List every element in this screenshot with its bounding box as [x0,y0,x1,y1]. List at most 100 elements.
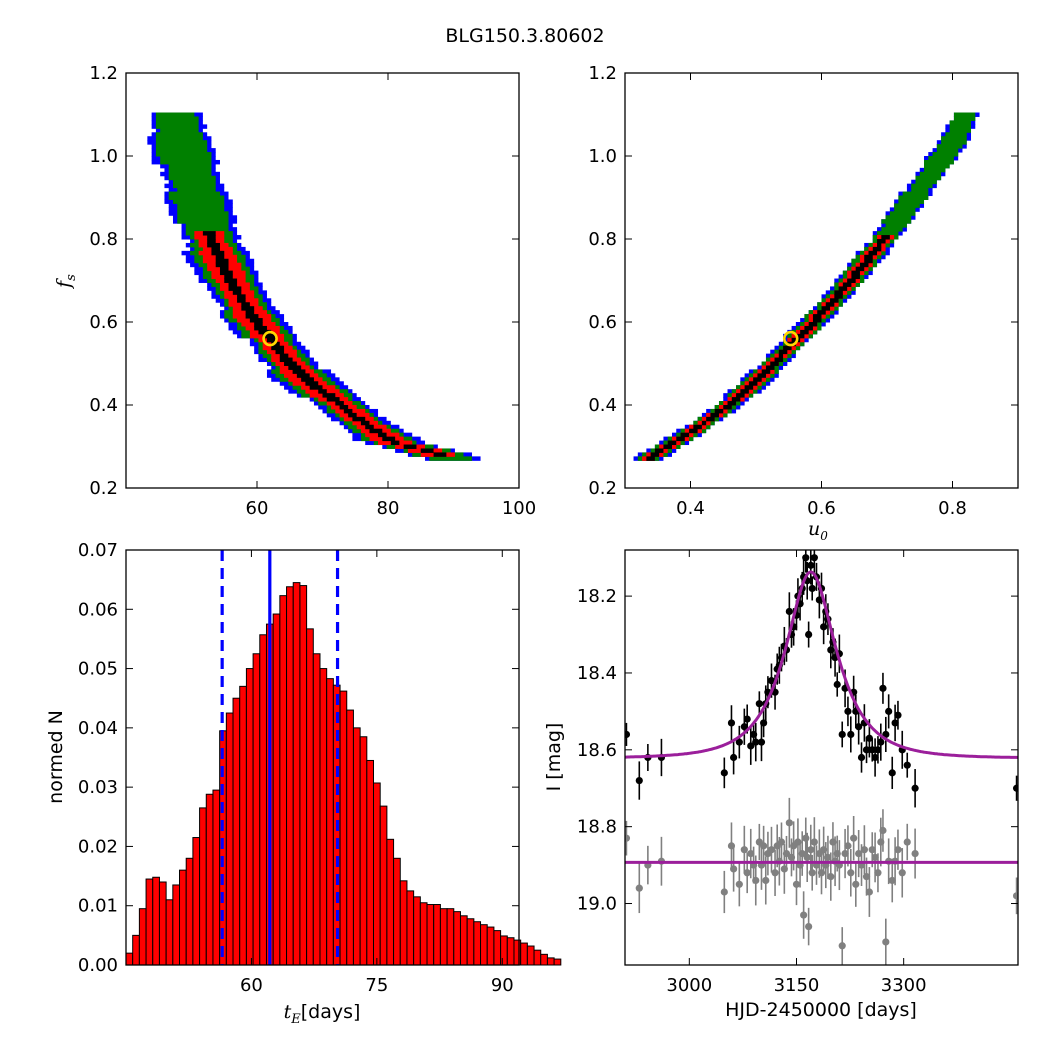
heatmap-cell-middle [168,195,225,200]
histogram-bar [299,585,308,966]
heatmap-cell-middle [881,219,912,224]
histogram-bar [500,935,508,966]
histogram-bar [286,586,294,966]
histogram-bar [386,838,395,966]
lightcurve-xtick-label: 3300 [881,975,927,996]
heatmap-cell-core [228,282,238,287]
heatmap-cell-core [258,329,272,335]
data-point [720,769,728,777]
residual-point [625,834,631,842]
heatmap-cell-core [215,254,225,260]
heatmap-cell-core [847,278,856,283]
histogram-bar [272,613,281,966]
data-point [847,730,855,739]
figure-title: BLG150.3.80602 [445,25,604,47]
lightcurve-ytick-label: 18.4 [577,663,617,684]
residual-point [850,834,858,842]
u0-fs-ytick-label: 0.4 [588,395,617,416]
heatmap-cell-middle [941,136,967,141]
heatmap-cell-core [761,369,771,374]
u0-fs-ticks: 0.4 0.6 0.8 0.2 0.4 0.6 0.8 1.0 1.2 [588,63,1018,519]
heatmap-cell-middle [177,215,229,220]
heatmap-cell-middle [881,227,903,232]
histogram-bar [493,930,502,966]
data-point [855,723,863,731]
heatmap-cell-core [821,306,831,311]
heatmap-cell-core [339,405,349,410]
te-fs-ytick-label: 0.6 [89,312,118,333]
residual-point [810,838,818,846]
residual-point [852,880,860,888]
heatmap-cell-core [266,337,276,343]
heatmap-cell-core [727,401,737,406]
residual-point [805,922,813,931]
histogram-bar [352,727,361,966]
data-point [807,561,815,569]
histogram-bar [279,595,288,966]
heatmap-cell-core [433,452,447,457]
heatmap-cell-core [693,424,702,430]
heatmap-cell-core [309,385,323,390]
residual-point [844,842,852,850]
te-fs-panel: 60 80 100 0.2 0.4 0.6 0.8 1.0 1.2 fs [53,63,536,519]
u0-fs-xtick-label: 0.8 [938,498,967,519]
heatmap-cell-middle [898,199,925,204]
heatmap-cell-middle [941,140,967,145]
heatmap-cell-core [723,405,732,410]
heatmap-cell-middle [953,116,976,121]
lightcurve-ylabel: I [mag] [543,723,565,792]
u0-fs-ytick-label: 0.8 [588,229,617,250]
heatmap-cell-core [288,365,302,370]
heatmap-cell-middle [155,136,203,141]
te-histogram-xtick-label: 75 [365,975,388,996]
heatmap-cell-core [228,286,242,291]
data-point [785,607,793,616]
heatmap-cell-middle [155,144,208,149]
data-point [747,742,755,750]
histogram-bar [473,921,482,966]
data-point [727,719,736,727]
te-histogram-ytick-label: 0.05 [78,659,118,680]
heatmap-cell-middle [168,175,216,181]
residual-point [862,873,871,881]
residual-point [868,846,876,854]
residual-point [865,888,873,896]
heatmap-cell-core [795,333,805,339]
heatmap-cell-core [262,333,276,339]
residual-point [720,888,728,896]
histogram-bar [346,709,354,966]
histogram-bar [312,653,321,966]
heatmap-cell-core [343,408,353,414]
heatmap-cell-core [731,397,741,402]
te-fs-xtick-label: 100 [502,498,536,519]
data-point [808,584,816,593]
data-point [635,776,643,785]
heatmap-cell-core [830,298,839,303]
heatmap-cell-core [851,274,860,280]
heatmap-cell-core [765,365,775,370]
te-fs-ytick-label: 0.2 [89,478,118,499]
te-histogram-ytick-label: 0.06 [78,599,118,620]
heatmap-cell-middle [177,211,229,216]
heatmap-cell-core [322,393,336,398]
heatmap-cell-middle [919,171,942,177]
histogram-bar [373,782,381,966]
heatmap-cell-core [249,318,263,323]
heatmap-cell-middle [911,183,933,189]
heatmap-cell-core [275,349,285,355]
heatmap-cell-core [817,310,826,315]
heatmap-cell-middle [936,144,963,149]
te-fs-heatmap [147,112,481,461]
residual-point [847,869,855,877]
data-point [891,719,899,727]
heatmap-cell-core [838,286,848,291]
histogram-bar [158,881,167,966]
heatmap-cell-core [804,325,813,331]
u0-fs-panel: 0.4 0.6 0.8 0.2 0.4 0.6 0.8 1.0 1.2 u0 [588,63,1019,543]
histogram-bar [212,789,221,966]
histogram-bar [319,668,328,966]
data-point [755,700,763,708]
histogram-bar [520,942,528,966]
heatmap-cell-core [360,420,370,426]
best-fit-marker [262,330,278,347]
